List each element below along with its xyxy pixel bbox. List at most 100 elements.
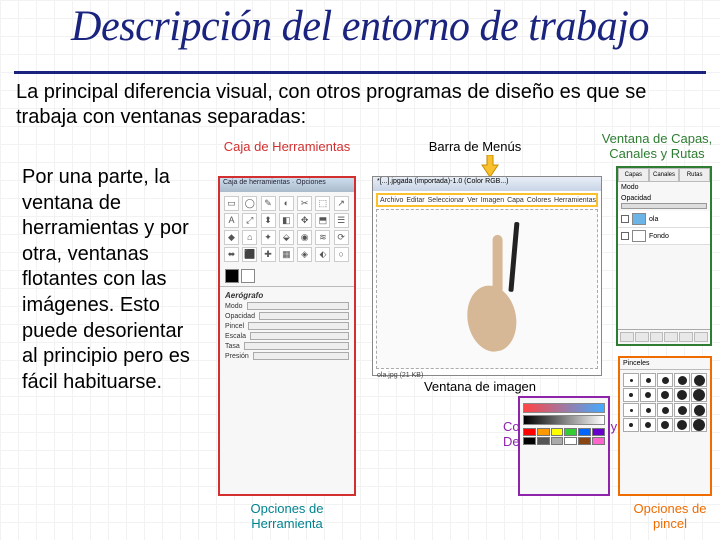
color-swatch[interactable] (578, 428, 591, 436)
label-brush: Opciones de pincel (620, 502, 720, 532)
tool-opts-title: Aerógrafo (225, 291, 349, 300)
tool-button[interactable]: ≋ (315, 230, 330, 245)
tool-button[interactable]: ▭ (224, 196, 239, 211)
tool-options-panel: Aerógrafo ModoOpacidadPincelEscalaTasaPr… (220, 286, 354, 366)
tool-button[interactable]: ⬙ (279, 230, 294, 245)
brush-cell[interactable] (691, 403, 707, 417)
toolbox-window: Caja de herramientas · Opciones ▭◯✎◐✂⬚↗A… (218, 176, 356, 496)
tool-button[interactable]: ⬒ (315, 213, 330, 228)
color-swatch[interactable] (537, 437, 550, 445)
layer-btn[interactable] (620, 332, 634, 342)
brush-cell[interactable] (657, 388, 673, 402)
layer-row[interactable]: Fondo (618, 228, 710, 245)
layer-btn[interactable] (664, 332, 678, 342)
tool-button[interactable]: ◐ (279, 196, 294, 211)
menu-item[interactable]: Archivo (380, 197, 403, 204)
tool-button[interactable]: ○ (334, 247, 349, 262)
menu-item[interactable]: Imagen (481, 197, 504, 204)
brush-cell[interactable] (691, 388, 707, 402)
brush-cell[interactable] (640, 418, 656, 432)
layers-tab[interactable]: Rutas (679, 168, 710, 182)
layer-btn[interactable] (694, 332, 708, 342)
tool-button[interactable]: ▦ (279, 247, 294, 262)
tool-button[interactable]: ⌂ (242, 230, 257, 245)
brush-cell[interactable] (657, 418, 673, 432)
tool-button[interactable]: ⬍ (261, 213, 276, 228)
brush-cell[interactable] (657, 373, 673, 387)
diagram-area: Caja de Herramientas Barra de Menús Vent… (200, 140, 720, 540)
colors-window (518, 396, 610, 496)
color-swatch[interactable] (551, 428, 564, 436)
color-swatch[interactable] (523, 437, 536, 445)
brush-cell[interactable] (623, 373, 639, 387)
brush-cell[interactable] (674, 373, 690, 387)
tool-button[interactable]: A (224, 213, 239, 228)
brush-cell[interactable] (674, 403, 690, 417)
tool-button[interactable]: ⬛ (242, 247, 257, 262)
tool-button[interactable]: ◯ (242, 196, 257, 211)
brush-cell[interactable] (623, 388, 639, 402)
tool-option-row: Opacidad (225, 312, 349, 320)
menu-item[interactable]: Colores (527, 197, 551, 204)
color-swatch[interactable] (523, 428, 536, 436)
tool-button[interactable]: ✚ (261, 247, 276, 262)
tool-button[interactable]: ◧ (279, 213, 294, 228)
gradient-row[interactable] (523, 415, 605, 425)
brush-cell[interactable] (691, 373, 707, 387)
color-swatch[interactable] (564, 437, 577, 445)
gradient-row[interactable] (523, 403, 605, 413)
tool-button[interactable]: ↗ (334, 196, 349, 211)
layer-btn[interactable] (679, 332, 693, 342)
brush-cell[interactable] (691, 418, 707, 432)
tool-button[interactable]: ✦ (261, 230, 276, 245)
tool-button[interactable]: ⬚ (315, 196, 330, 211)
brush-cell[interactable] (640, 373, 656, 387)
menu-item[interactable]: Ver (467, 197, 478, 204)
layer-buttons (618, 329, 710, 344)
tool-button[interactable]: ✥ (297, 213, 312, 228)
layers-mode-row: Modo (618, 182, 710, 193)
color-swatch[interactable] (578, 437, 591, 445)
brush-cell[interactable] (640, 403, 656, 417)
layer-btn[interactable] (650, 332, 664, 342)
brush-cell[interactable] (657, 403, 673, 417)
tool-button[interactable]: ◉ (297, 230, 312, 245)
tool-button[interactable]: ◆ (224, 230, 239, 245)
color-swatch[interactable] (564, 428, 577, 436)
tool-button[interactable]: ⬌ (224, 247, 239, 262)
layers-opacity-row: Opacidad (618, 193, 710, 211)
tool-button[interactable]: ☰ (334, 213, 349, 228)
canvas-area[interactable] (376, 209, 598, 369)
color-swatch[interactable] (592, 437, 605, 445)
layers-tab[interactable]: Canales (649, 168, 680, 182)
menu-item[interactable]: Seleccionar (428, 197, 465, 204)
tool-button[interactable]: ✂ (297, 196, 312, 211)
menu-item[interactable]: Herramientas (554, 197, 596, 204)
brush-cell[interactable] (674, 388, 690, 402)
brush-cell[interactable] (623, 403, 639, 417)
layer-row[interactable]: ola (618, 211, 710, 228)
menubar[interactable]: ArchivoEditar SeleccionarVerImagenCapaCol… (376, 193, 598, 207)
tool-button[interactable]: ⤢ (242, 213, 257, 228)
image-win-titlebar: *[...].jpgada (importada)-1.0 (Color RGB… (373, 177, 601, 191)
brush-cell[interactable] (640, 388, 656, 402)
palette-grid (523, 428, 605, 445)
color-swatch[interactable] (537, 428, 550, 436)
tool-button[interactable]: ⬖ (315, 247, 330, 262)
color-swatch[interactable] (551, 437, 564, 445)
layer-btn[interactable] (635, 332, 649, 342)
tool-button[interactable]: ✎ (261, 196, 276, 211)
tool-button[interactable]: ◈ (297, 247, 312, 262)
menu-item[interactable]: Editar (406, 197, 424, 204)
brush-cell[interactable] (623, 418, 639, 432)
tool-button[interactable]: ⟳ (334, 230, 349, 245)
page-title: Descripción del entorno de trabajo (7, 0, 713, 51)
bg-swatch[interactable] (241, 269, 255, 283)
brush-cell[interactable] (674, 418, 690, 432)
color-swatch[interactable] (592, 428, 605, 436)
fg-swatch[interactable] (225, 269, 239, 283)
menu-item[interactable]: Capa (507, 197, 524, 204)
tool-option-row: Modo (225, 302, 349, 310)
brush-window: Pinceles (618, 356, 712, 496)
layers-tab[interactable]: Capas (618, 168, 649, 182)
